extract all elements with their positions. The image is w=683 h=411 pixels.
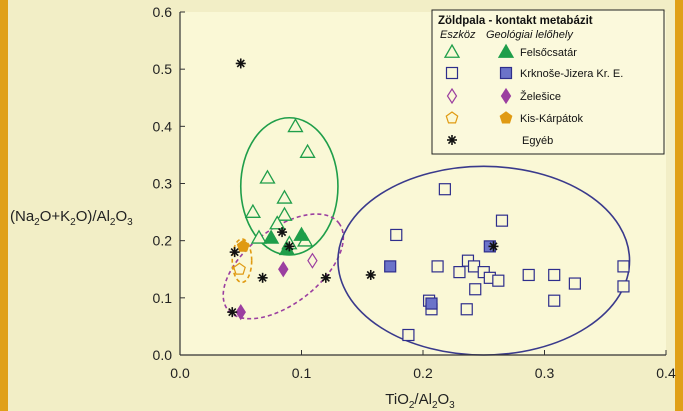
point-krkno-e-jizera-kr-e--open bbox=[402, 328, 415, 342]
point-krkno-e-jizera-kr-e--open bbox=[460, 303, 473, 316]
point-krkno-e-jizera-kr-e--filled bbox=[384, 260, 397, 273]
point-fels-csat-r-open bbox=[269, 215, 286, 230]
point--ele-ice-filled bbox=[278, 261, 289, 278]
x-axis-title: TiO2/Al2O3 bbox=[385, 391, 455, 411]
point-fels-csat-r-filled bbox=[293, 226, 310, 241]
point--ele-ice-open bbox=[307, 252, 318, 269]
point-kis-k-rp-tok-open bbox=[233, 262, 246, 275]
point-egy-b-filled bbox=[229, 247, 240, 258]
legend-entry-krkno-e-jizera-kr-e--label: Krknoše-Jizera Kr. E. bbox=[520, 68, 623, 80]
point-fels-csat-r-open bbox=[244, 203, 262, 218]
left-accent-bar bbox=[0, 0, 8, 411]
legend-entry-fels-csat-r-marker-open bbox=[443, 43, 461, 58]
point-fels-csat-r-filled bbox=[263, 229, 280, 244]
legend-col2-header: Geológiai lelőhely bbox=[486, 29, 574, 41]
point-krkno-e-jizera-kr-e--open bbox=[568, 277, 581, 290]
point-krkno-e-jizera-kr-e--open bbox=[438, 183, 451, 196]
point-fels-csat-r-open bbox=[299, 143, 316, 158]
x-tick-label: 0.0 bbox=[170, 365, 190, 381]
legend-entry--ele-ice-marker-filled bbox=[500, 87, 512, 105]
legend-entry-egy-b-marker bbox=[447, 135, 457, 145]
y-tick-label: 0.0 bbox=[153, 347, 173, 363]
legend-title: Zöldpala - kontakt metabázit bbox=[438, 15, 593, 27]
point-krkno-e-jizera-kr-e--open bbox=[492, 274, 505, 287]
legend-entry-krkno-e-jizera-kr-e--marker-open bbox=[445, 66, 459, 80]
legend-entry-kis-k-rp-tok-marker-filled bbox=[499, 111, 513, 124]
legend-entry-fels-csat-r-label: Felsőcsatár bbox=[520, 47, 577, 59]
x-tick-label: 0.2 bbox=[413, 365, 433, 381]
point-krkno-e-jizera-kr-e--open bbox=[548, 294, 561, 307]
y-axis-title: (Na2O+K2O)/Al2O3 bbox=[10, 208, 133, 228]
point-kis-k-rp-tok-filled bbox=[236, 239, 250, 252]
point-krkno-e-jizera-kr-e--open bbox=[548, 268, 561, 282]
y-tick-label: 0.2 bbox=[153, 233, 173, 249]
y-tick-label: 0.1 bbox=[153, 290, 173, 306]
y-tick-label: 0.4 bbox=[153, 118, 173, 134]
y-tick-label: 0.6 bbox=[153, 4, 173, 20]
legend-box bbox=[431, 9, 665, 155]
ellipse-kis-k-rp-tok bbox=[231, 238, 253, 284]
legend-entries: Felsőcsatár Krknoše-Jizera Kr. E. Želešice… bbox=[443, 43, 623, 147]
point-egy-b-filled bbox=[227, 307, 238, 318]
x-tick-label: 0.4 bbox=[656, 365, 676, 381]
y-tick-label: 0.5 bbox=[153, 61, 173, 77]
x-tick-label: 0.1 bbox=[292, 365, 312, 381]
legend-entry--ele-ice-marker-open bbox=[446, 87, 458, 105]
point-krkno-e-jizera-kr-e--open bbox=[617, 280, 630, 293]
point-egy-b-filled bbox=[235, 58, 246, 69]
point-krkno-e-jizera-kr-e--open bbox=[431, 260, 444, 273]
point--ele-ice-filled bbox=[235, 304, 246, 321]
point-egy-b-filled bbox=[277, 227, 288, 238]
point-fels-csat-r-open bbox=[276, 189, 293, 204]
point-fels-csat-r-open bbox=[276, 206, 293, 221]
point-krkno-e-jizera-kr-e--open bbox=[617, 260, 630, 273]
point-krkno-e-jizera-kr-e--open bbox=[469, 283, 482, 296]
point-krkno-e-jizera-kr-e--open bbox=[390, 228, 403, 242]
point-krkno-e-jizera-kr-e--open bbox=[495, 214, 509, 227]
point-krkno-e-jizera-kr-e--open bbox=[522, 268, 535, 282]
legend: Zöldpala - kontakt metabázit Eszköz Geol… bbox=[431, 9, 665, 155]
point-egy-b-filled bbox=[320, 272, 331, 283]
x-tick-label: 0.3 bbox=[535, 365, 555, 381]
legend-entry-fels-csat-r-marker-filled bbox=[497, 43, 515, 58]
point-egy-b-filled bbox=[284, 241, 295, 252]
point-egy-b-filled bbox=[365, 269, 376, 280]
point-krkno-e-jizera-kr-e--open bbox=[453, 266, 466, 279]
legend-entry-krkno-e-jizera-kr-e--marker-filled bbox=[499, 66, 513, 80]
y-tick-label: 0.3 bbox=[153, 176, 173, 192]
legend-entry-kis-k-rp-tok-marker-open bbox=[445, 111, 459, 124]
right-accent-bar bbox=[675, 0, 683, 411]
legend-entry-kis-k-rp-tok-label: Kis-Kárpátok bbox=[520, 113, 583, 125]
point-fels-csat-r-open bbox=[287, 118, 304, 133]
legend-col1-header: Eszköz bbox=[440, 29, 476, 41]
data-points bbox=[227, 58, 630, 342]
legend-entry-egy-b-label: Egyéb bbox=[522, 135, 553, 147]
x-axis-ticks: 0.0 0.1 0.2 0.3 0.4 bbox=[170, 350, 676, 381]
y-axis-ticks: 0.0 0.1 0.2 0.3 0.4 0.5 0.6 bbox=[153, 4, 185, 363]
point-fels-csat-r-open bbox=[259, 169, 276, 184]
legend-entry--ele-ice-label: Želešice bbox=[520, 90, 561, 103]
point-fels-csat-r-open bbox=[250, 229, 268, 244]
point-egy-b-filled bbox=[488, 241, 499, 252]
point-krkno-e-jizera-kr-e--filled bbox=[425, 297, 438, 310]
point-egy-b-filled bbox=[257, 272, 268, 283]
